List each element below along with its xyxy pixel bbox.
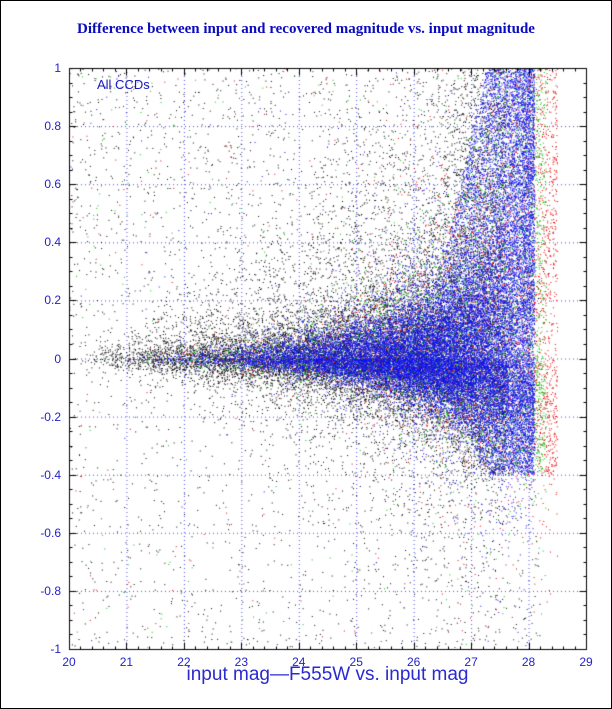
x-axis-label: input mag—F555W vs. input mag bbox=[186, 664, 469, 685]
plot-annotation: All CCDs bbox=[97, 77, 150, 92]
